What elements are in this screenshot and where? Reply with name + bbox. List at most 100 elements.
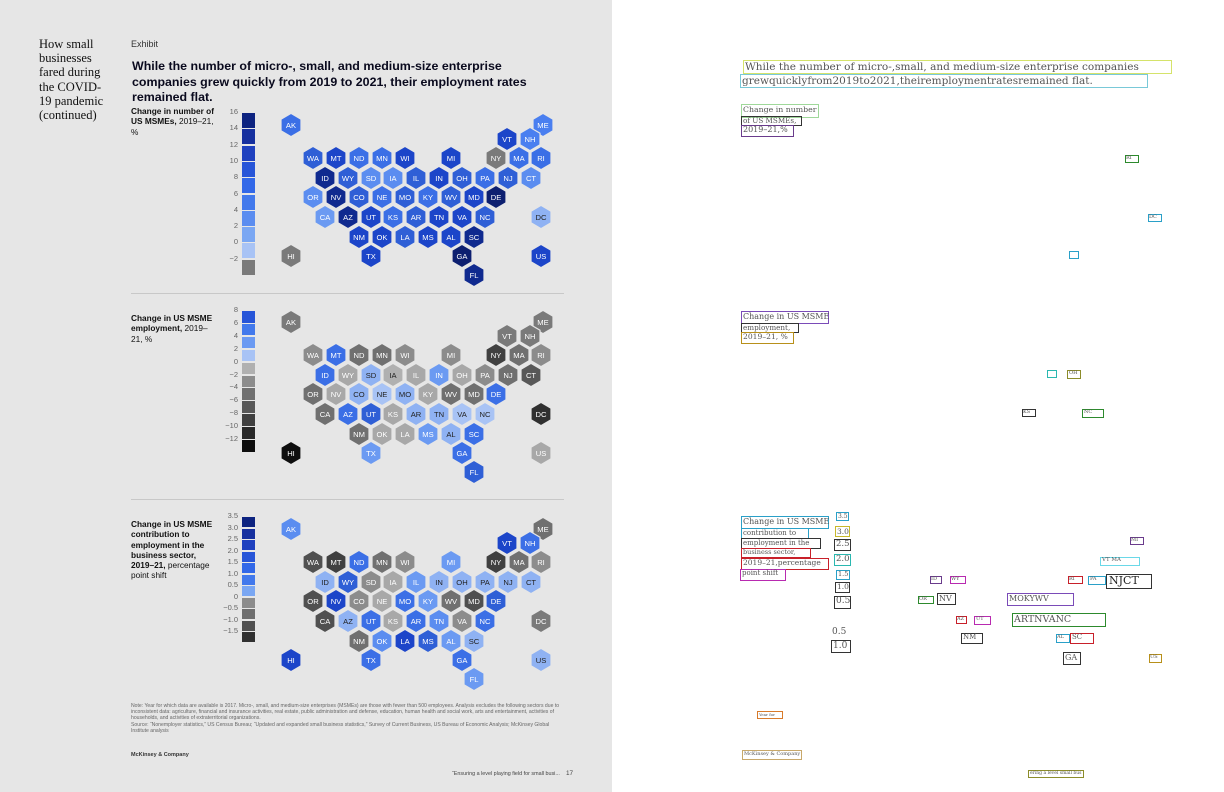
state-hex-nm: NM — [348, 421, 370, 447]
state-hex-tx: TX — [360, 243, 382, 269]
state-hex-pa: PA — [474, 165, 496, 191]
state-hex-ar: AR — [405, 401, 427, 427]
state-label: AL — [446, 637, 455, 646]
hex-tile-maps: AK ME VT NH WA MT ND MN WI MI NY MA RI ID WY SD IA IL IN OH… — [280, 112, 554, 692]
state-hex-pa: PA — [474, 362, 496, 388]
scale-swatch — [242, 440, 255, 452]
ocr-text: UT — [976, 616, 984, 622]
state-label: CO — [353, 597, 364, 606]
state-hex-ar: AR — [405, 608, 427, 634]
ocr-text: WY — [951, 576, 960, 582]
state-hex-tx: TX — [360, 647, 382, 673]
ocr-box — [835, 582, 850, 593]
state-label: KS — [388, 213, 398, 222]
state-hex-dc: DC — [530, 401, 552, 427]
state-label: CT — [526, 371, 536, 380]
scale-tick-label: 0 — [233, 591, 238, 601]
state-hex-ne: NE — [371, 184, 393, 210]
state-label: WY — [342, 371, 354, 380]
state-label: MT — [331, 558, 342, 567]
state-hex-ri: RI — [530, 342, 552, 368]
ocr-text: business sector, — [743, 548, 796, 556]
state-label: AL — [446, 233, 455, 242]
scale-swatch — [242, 362, 255, 375]
state-hex-ct: CT — [520, 569, 542, 595]
scale-tick-label: −8 — [229, 408, 238, 418]
state-label: DE — [491, 390, 502, 399]
ocr-scale-tick: 3.0 — [837, 527, 849, 536]
state-hex-mi: MI — [440, 145, 462, 171]
state-hex-ca: CA — [314, 401, 336, 427]
ocr-box — [961, 633, 983, 644]
state-label: LA — [400, 430, 410, 439]
state-label: NH — [525, 135, 536, 144]
ocr-text: OR — [919, 596, 927, 602]
scale-swatch — [242, 161, 255, 177]
scale-tick-label: −12 — [225, 434, 238, 443]
state-label: KY — [423, 390, 433, 399]
state-hex-ga: GA — [451, 243, 473, 269]
state-label: AZ — [343, 410, 353, 419]
state-hex-la: LA — [394, 224, 416, 250]
state-label: WV — [445, 390, 458, 399]
state-label: MN — [376, 154, 388, 163]
state-label: CA — [320, 617, 331, 626]
ocr-text: US — [1150, 654, 1158, 660]
state-label: ME — [537, 318, 548, 327]
scale-tick-label: −2 — [229, 369, 238, 379]
state-label: MA — [513, 558, 525, 567]
panel-2-title: Change in US MSME employment, 2019–21, % — [131, 313, 213, 344]
state-hex-nm: NM — [348, 628, 370, 654]
state-hex-in: IN — [428, 165, 450, 191]
state-label: SC — [469, 430, 480, 439]
state-label: US — [536, 656, 547, 665]
state-label: WA — [307, 558, 320, 567]
state-label: ID — [321, 371, 329, 380]
scale-swatch — [242, 227, 255, 243]
state-hex-fl: FL — [463, 666, 485, 692]
scale-tick-label: 0 — [233, 356, 238, 366]
state-hex-nv: NV — [325, 184, 347, 210]
scale-swatch — [242, 349, 255, 362]
ocr-text: OH — [1069, 370, 1078, 376]
state-label: LA — [400, 637, 410, 646]
state-label: UT — [366, 617, 376, 626]
state-label: DC — [536, 617, 547, 626]
state-label: MS — [422, 233, 433, 242]
state-hex-ne: NE — [371, 381, 393, 407]
state-label: NY — [491, 154, 502, 163]
ocr-scale-tick: 0.5 — [836, 596, 851, 606]
state-label: AZ — [343, 213, 353, 222]
scale-swatch — [242, 323, 255, 336]
state-hex-ia: IA — [382, 569, 404, 595]
ocr-box — [1088, 576, 1106, 585]
state-hex-mn: MN — [371, 145, 393, 171]
state-label: MA — [513, 351, 525, 360]
state-label: NY — [491, 558, 502, 567]
state-label: IN — [435, 578, 443, 587]
scale-swatch — [242, 210, 255, 226]
ocr-text: MI — [1131, 537, 1139, 543]
state-hex-ia: IA — [382, 165, 404, 191]
state-hex-ky: KY — [417, 184, 439, 210]
state-label: SD — [366, 174, 377, 183]
state-label: ID — [321, 578, 329, 587]
state-hex-fl: FL — [463, 262, 485, 288]
scale-tick-label: −1.5 — [223, 626, 238, 635]
state-label: KY — [423, 193, 433, 202]
scale-swatch — [242, 632, 255, 643]
scale-swatch — [242, 178, 255, 194]
state-hex-us: US — [530, 440, 552, 466]
state-label: TN — [434, 213, 444, 222]
state-hex-ms: MS — [417, 628, 439, 654]
ocr-box — [1082, 409, 1104, 418]
state-hex-ma: MA — [508, 145, 530, 171]
state-label: OR — [307, 193, 319, 202]
state-hex-ok: OK — [371, 421, 393, 447]
state-hex-hi: HI — [280, 440, 302, 466]
state-hex-ri: RI — [530, 549, 552, 575]
scale-tick-label: 16 — [229, 107, 238, 116]
scale-swatch — [242, 145, 255, 161]
state-label: TX — [366, 449, 376, 458]
state-label: VT — [502, 539, 512, 548]
